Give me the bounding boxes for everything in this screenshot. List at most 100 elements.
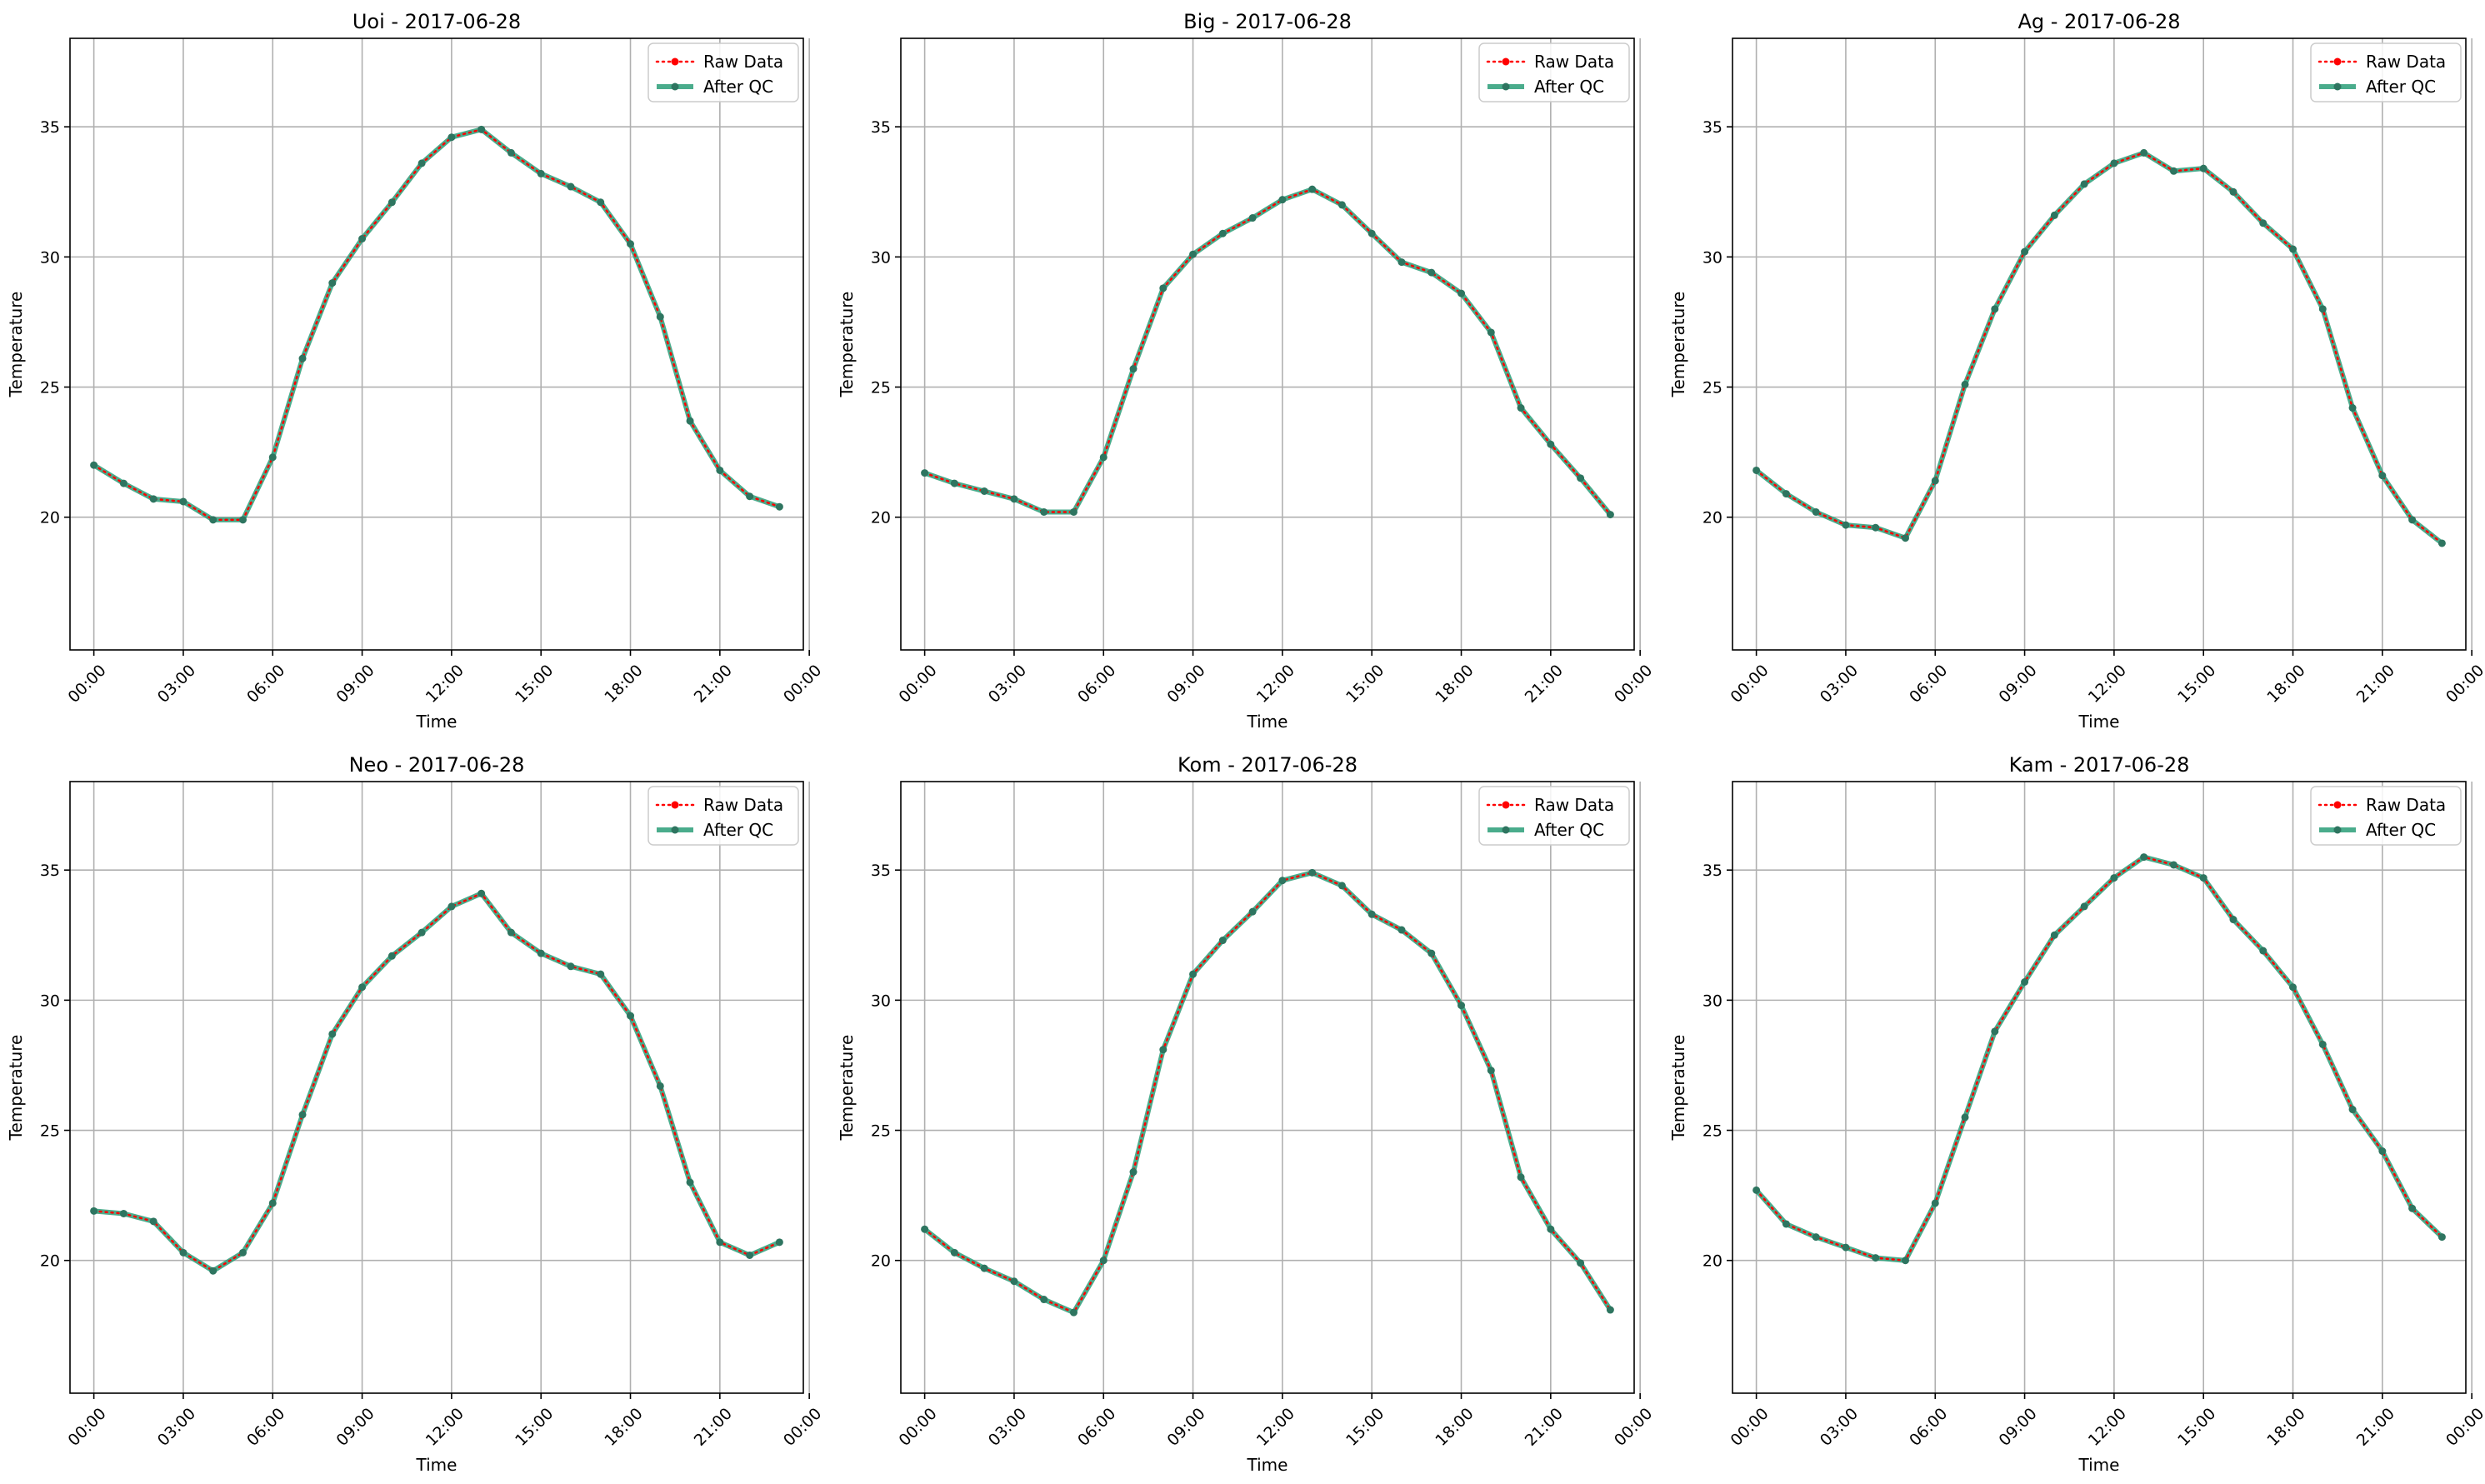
- x-tick-label: 18:00: [601, 662, 646, 707]
- legend-marker-raw-data: [671, 57, 679, 66]
- y-tick-label: 30: [1702, 248, 1722, 267]
- data-point-after-qc: [1189, 250, 1198, 258]
- data-point-after-qc: [1577, 474, 1585, 482]
- series-line-raw-data: [923, 872, 1612, 1314]
- data-point-after-qc: [716, 1238, 724, 1247]
- data-point-after-qc: [478, 125, 486, 133]
- series-line-raw-data: [923, 187, 1612, 516]
- y-axis-label: Temperature: [1668, 292, 1688, 398]
- data-point-after-qc: [358, 983, 367, 992]
- axes-frame: [900, 781, 1635, 1394]
- x-tick-label: 12:00: [422, 662, 468, 707]
- data-point-after-qc: [1069, 1308, 1078, 1317]
- data-point-after-qc: [179, 1248, 188, 1257]
- x-tick-label: 21:00: [691, 1405, 736, 1450]
- subplot-title: Uoi - 2017-06-28: [352, 10, 521, 33]
- x-tick-label: 00:00: [895, 1405, 940, 1450]
- data-point-after-qc: [1129, 1168, 1138, 1177]
- legend-label-raw-data: Raw Data: [1534, 52, 1614, 72]
- legend-marker-raw-data: [1502, 801, 1510, 809]
- series-line-after-qc: [922, 870, 1613, 1316]
- data-point-after-qc: [1991, 1027, 1999, 1036]
- data-point-after-qc: [1842, 521, 1850, 529]
- y-axis-label: Temperature: [837, 1035, 857, 1142]
- x-tick-label: 09:00: [1163, 1405, 1208, 1450]
- data-point-after-qc: [1129, 365, 1138, 373]
- data-point-after-qc: [1782, 1220, 1790, 1228]
- data-point-after-qc: [597, 970, 605, 978]
- legend: Raw Data After QC: [1478, 42, 1630, 102]
- data-point-after-qc: [1752, 1186, 1761, 1194]
- x-axis-label: Time: [1247, 1455, 1288, 1475]
- x-tick-label: 06:00: [243, 1405, 288, 1450]
- data-point-after-qc: [1606, 511, 1614, 519]
- legend-marker-after-qc: [2333, 82, 2342, 91]
- series-line-raw-data: [92, 892, 781, 1272]
- x-tick-label: 12:00: [2085, 662, 2130, 707]
- data-point-after-qc: [119, 479, 128, 487]
- data-point-after-qc: [656, 1082, 664, 1090]
- axes-frame: [69, 37, 804, 651]
- x-tick-label: 18:00: [601, 1405, 646, 1450]
- x-tick-label: 09:00: [332, 662, 378, 707]
- data-point-after-qc: [1069, 507, 1078, 516]
- legend-label-after-qc: After QC: [1534, 77, 1604, 97]
- data-point-after-qc: [1547, 440, 1555, 448]
- subplot-title: Ag - 2017-06-28: [2018, 10, 2180, 33]
- axes-frame: [900, 37, 1635, 651]
- x-tick-label: 06:00: [243, 662, 288, 707]
- x-tick-label: 15:00: [512, 662, 557, 707]
- x-tick-label: 06:00: [1906, 1405, 1951, 1450]
- data-point-after-qc: [388, 952, 396, 960]
- data-point-after-qc: [298, 354, 307, 362]
- y-axis-label: Temperature: [1668, 1035, 1688, 1142]
- subplot-1: 00:00 03:00 06:00 09:00 12:00 15:00 18:00 21:00…: [6, 10, 825, 732]
- y-axis-label: Temperature: [6, 1035, 26, 1142]
- x-tick-label: 00:00: [1611, 1405, 1656, 1450]
- subplot-6: 00:00 03:00 06:00 09:00 12:00 15:00 18:00 21:00…: [1668, 753, 2485, 1475]
- data-point-after-qc: [1577, 1259, 1585, 1267]
- data-point-after-qc: [746, 1251, 754, 1259]
- data-point-after-qc: [2438, 539, 2446, 547]
- y-tick-label: 20: [871, 1252, 891, 1271]
- data-point-after-qc: [1308, 185, 1317, 193]
- data-point-after-qc: [1517, 1173, 1525, 1182]
- data-point-after-qc: [2050, 211, 2058, 219]
- data-point-after-qc: [921, 1225, 929, 1233]
- data-point-after-qc: [1458, 1002, 1466, 1010]
- data-point-after-qc: [478, 889, 486, 897]
- data-point-after-qc: [1010, 495, 1018, 503]
- x-tick-label: 21:00: [1522, 662, 1567, 707]
- y-tick-label: 20: [1702, 509, 1722, 527]
- data-point-after-qc: [328, 279, 337, 287]
- data-point-after-qc: [328, 1030, 337, 1038]
- y-tick-label: 30: [871, 248, 891, 267]
- legend-marker-raw-data: [1502, 57, 1510, 66]
- data-point-after-qc: [2021, 978, 2029, 987]
- x-tick-label: 00:00: [2442, 1405, 2485, 1450]
- data-point-after-qc: [1398, 258, 1406, 267]
- x-tick-label: 03:00: [1817, 662, 1862, 707]
- data-point-after-qc: [2408, 1204, 2417, 1212]
- x-tick-label: 03:00: [154, 1405, 199, 1450]
- x-tick-label: 18:00: [2263, 1405, 2308, 1450]
- data-point-after-qc: [1010, 1277, 1018, 1286]
- data-point-after-qc: [1842, 1243, 1850, 1252]
- data-point-after-qc: [537, 169, 545, 177]
- data-point-after-qc: [567, 962, 575, 971]
- data-point-after-qc: [268, 453, 277, 462]
- data-point-after-qc: [2021, 247, 2029, 256]
- x-tick-label: 15:00: [512, 1405, 557, 1450]
- data-point-after-qc: [567, 182, 575, 191]
- y-tick-label: 25: [40, 1122, 60, 1141]
- series-line-after-qc: [91, 127, 782, 522]
- x-tick-label: 12:00: [1253, 662, 1298, 707]
- data-point-after-qc: [2229, 187, 2238, 196]
- data-point-after-qc: [268, 1199, 277, 1207]
- x-tick-label: 18:00: [2263, 662, 2308, 707]
- series-line-after-qc: [1753, 150, 2445, 546]
- x-tick-label: 00:00: [64, 1405, 109, 1450]
- data-point-after-qc: [2080, 180, 2088, 188]
- data-point-after-qc: [149, 1217, 158, 1226]
- y-tick-label: 25: [1702, 1122, 1722, 1141]
